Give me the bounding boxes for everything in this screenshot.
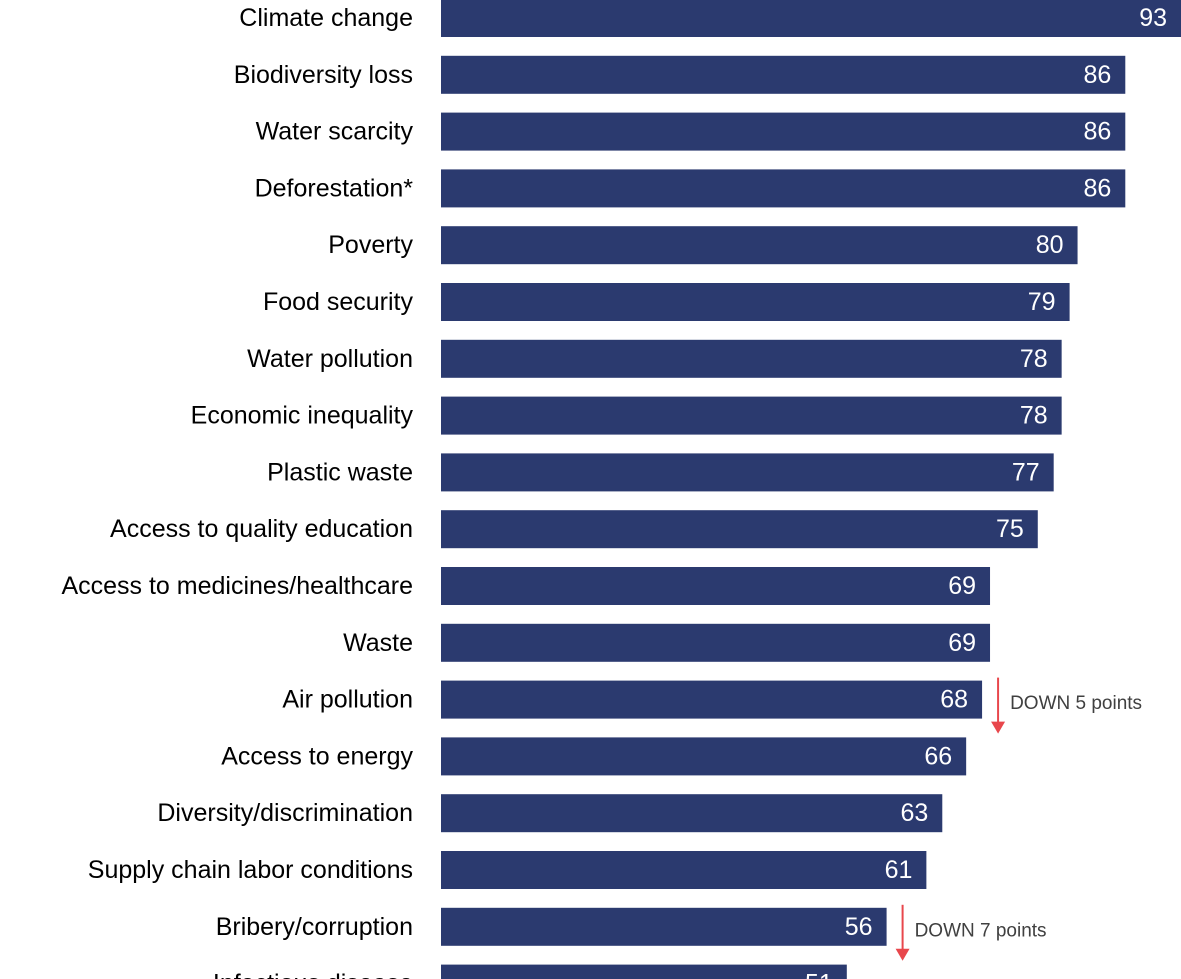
value-label: 69 <box>948 629 976 657</box>
bar <box>441 510 1038 549</box>
category-label: Plastic waste <box>267 458 413 486</box>
down-arrow-icon <box>991 721 1006 734</box>
value-label: 78 <box>1020 402 1048 430</box>
bar <box>441 567 991 605</box>
value-label: 56 <box>845 913 873 941</box>
bar <box>441 680 983 719</box>
bar <box>441 55 1126 94</box>
value-label: 86 <box>1083 118 1111 146</box>
value-label: 66 <box>924 742 952 770</box>
value-label: 63 <box>900 799 928 827</box>
bar <box>441 283 1070 321</box>
value-label: 86 <box>1083 61 1111 89</box>
category-label: Climate change <box>239 4 413 32</box>
category-label: Diversity/discrimination <box>157 799 413 827</box>
category-label: Water scarcity <box>256 118 414 146</box>
bar <box>441 0 1181 37</box>
bar <box>441 112 1126 151</box>
bar <box>441 794 943 833</box>
bar <box>441 907 887 946</box>
value-label: 78 <box>1020 345 1048 373</box>
bar <box>441 851 927 889</box>
bar <box>441 737 967 776</box>
value-label: 77 <box>1012 458 1040 486</box>
category-label: Infectious disease <box>213 970 413 979</box>
value-label: 69 <box>948 572 976 600</box>
category-label: Economic inequality <box>191 402 414 430</box>
bar <box>441 453 1054 492</box>
bar <box>441 339 1062 378</box>
category-label: Waste <box>343 629 413 657</box>
value-label: 80 <box>1036 231 1064 259</box>
value-label: 51 <box>805 970 833 979</box>
value-label: 75 <box>996 515 1024 543</box>
annotation-label: DOWN 7 points <box>915 920 1047 941</box>
value-label: 93 <box>1139 4 1167 32</box>
category-label: Poverty <box>328 231 413 259</box>
category-label: Access to quality education <box>110 515 413 543</box>
annotation-label: DOWN 5 points <box>1010 693 1142 714</box>
bar <box>441 226 1078 265</box>
bar <box>441 396 1062 435</box>
category-label: Supply chain labor conditions <box>88 856 413 884</box>
category-label: Bribery/corruption <box>216 913 413 941</box>
value-label: 68 <box>940 686 968 714</box>
bar <box>441 169 1126 208</box>
category-label: Food security <box>263 288 414 316</box>
down-arrow-icon <box>895 948 910 961</box>
category-label: Deforestation* <box>255 174 414 202</box>
bar <box>441 964 847 979</box>
category-label: Biodiversity loss <box>234 61 413 89</box>
value-label: 61 <box>885 856 913 884</box>
bar <box>441 623 991 662</box>
category-label: Access to medicines/healthcare <box>61 572 413 600</box>
category-label: Air pollution <box>282 686 413 714</box>
value-label: 79 <box>1028 288 1056 316</box>
category-label: Access to energy <box>221 742 413 770</box>
category-label: Water pollution <box>247 345 413 373</box>
value-label: 86 <box>1083 174 1111 202</box>
